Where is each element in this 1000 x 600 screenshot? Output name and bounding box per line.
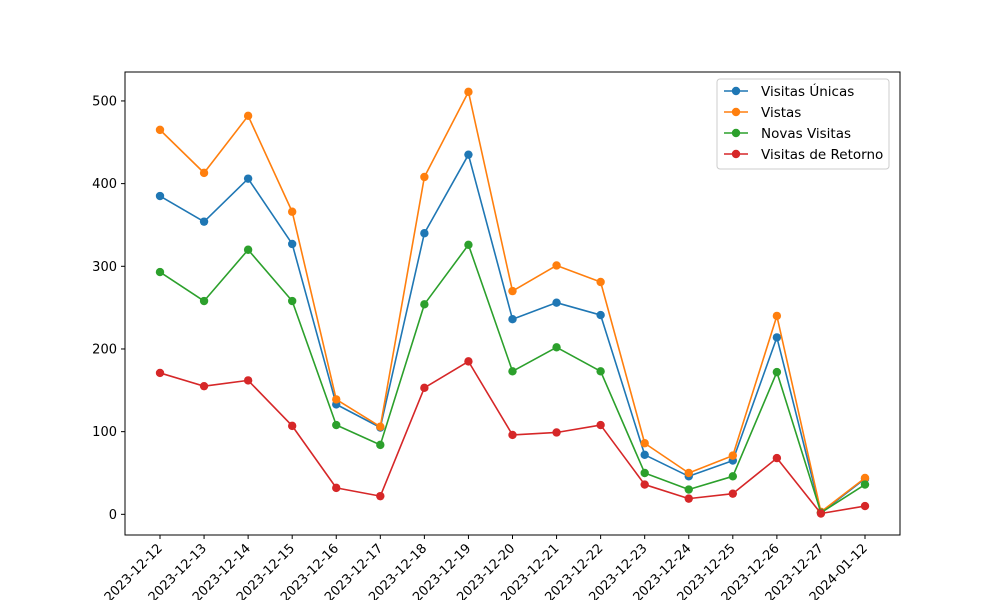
data-point: [816, 509, 826, 518]
data-point: [596, 277, 605, 287]
legend-swatch-marker: [731, 128, 741, 138]
data-point: [684, 494, 693, 503]
legend-label: Novas Visitas: [761, 126, 851, 142]
data-point: [684, 485, 693, 494]
data-point: [552, 343, 561, 352]
data-point: [596, 367, 605, 376]
legend-box: [716, 78, 890, 170]
data-point: [155, 368, 165, 378]
data-point: [243, 174, 253, 183]
data-point: [464, 150, 473, 159]
data-point: [199, 217, 209, 226]
legend-swatch-marker: [731, 86, 741, 96]
legend-label: Visitas Únicas: [761, 82, 854, 100]
legend-swatch-marker: [731, 149, 741, 159]
x-axis: 2023-12-122023-12-132023-12-142023-12-15…: [102, 535, 871, 600]
data-point: [464, 240, 473, 249]
y-tick-label: 100: [92, 425, 117, 440]
data-point: [464, 357, 473, 366]
data-point: [640, 439, 649, 448]
data-point: [243, 245, 253, 254]
legend-item: Visitas Únicas: [724, 82, 854, 100]
data-point: [772, 311, 782, 321]
series-0: [155, 150, 870, 517]
data-point: [287, 239, 297, 249]
y-tick-label: 500: [92, 94, 117, 109]
data-point: [728, 451, 738, 460]
data-point: [332, 483, 341, 493]
series-2: [155, 240, 870, 517]
y-tick-label: 200: [92, 342, 117, 357]
data-point: [772, 453, 782, 463]
data-point: [508, 286, 517, 296]
series-1: [155, 87, 870, 517]
data-point: [199, 168, 209, 178]
data-point: [287, 296, 297, 306]
data-point: [420, 172, 429, 182]
legend-item: Vistas: [724, 105, 801, 121]
data-point: [508, 315, 517, 324]
data-point: [420, 300, 429, 309]
legend-item: Novas Visitas: [724, 126, 851, 142]
legend-item: Visitas de Retorno: [724, 147, 883, 163]
data-point: [199, 381, 209, 391]
data-point: [508, 367, 517, 376]
data-point: [332, 395, 341, 404]
data-point: [860, 501, 870, 511]
data-point: [376, 440, 385, 450]
data-point: [199, 296, 209, 306]
data-point: [772, 367, 782, 377]
data-point: [376, 422, 385, 431]
data-point: [243, 376, 253, 385]
data-point: [287, 421, 297, 431]
data-point: [552, 428, 561, 437]
data-point: [640, 468, 649, 478]
series-3: [155, 357, 870, 518]
legend-label: Vistas: [761, 105, 801, 121]
data-point: [772, 333, 782, 342]
data-point: [596, 420, 605, 430]
data-point: [860, 480, 870, 489]
data-point: [420, 229, 429, 238]
data-point: [596, 310, 605, 320]
data-point: [287, 207, 297, 216]
legend-label: Visitas de Retorno: [761, 147, 883, 163]
data-point: [420, 383, 429, 393]
legend: Visitas Únicas Vistas Novas Visitas Visitas…: [716, 78, 890, 170]
data-point: [640, 450, 649, 460]
data-point: [155, 267, 165, 277]
data-point: [332, 420, 341, 430]
data-point: [728, 489, 738, 498]
data-point: [243, 111, 253, 121]
series-line: [159, 153, 866, 514]
y-tick-label: 300: [92, 260, 117, 275]
data-point: [155, 191, 165, 201]
data-point: [860, 473, 870, 483]
data-point: [464, 87, 473, 97]
data-point: [640, 480, 649, 489]
data-point: [552, 298, 561, 307]
data-point: [684, 468, 693, 478]
data-point: [155, 125, 165, 135]
data-point: [552, 261, 561, 270]
series-layer: [155, 87, 870, 518]
y-axis: 0 100 200 300 400 500: [92, 94, 125, 523]
legend-swatch-marker: [731, 107, 741, 117]
data-point: [508, 430, 517, 440]
y-tick-label: 0: [109, 508, 117, 523]
data-point: [728, 472, 738, 481]
y-tick-label: 400: [92, 177, 117, 192]
data-point: [376, 491, 385, 501]
